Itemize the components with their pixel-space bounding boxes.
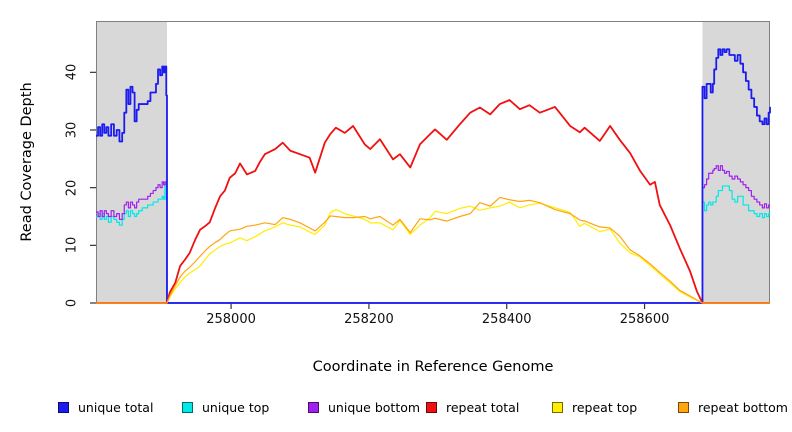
legend-label: unique top [202,400,270,415]
legend-item: repeat bottom [678,400,788,415]
x-tick-label: 258000 [206,312,256,327]
legend-label: unique total [78,400,154,415]
series-unique-total [96,48,771,304]
shaded-region [96,21,167,303]
y-tick-label: 10 [64,237,80,254]
x-axis-title: Coordinate in Reference Genome [312,359,554,375]
legend-item: unique bottom [308,400,420,415]
legend-swatch-icon [308,402,319,413]
legend-swatch-icon [182,402,193,413]
legend-label: repeat bottom [698,400,788,415]
legend-item: repeat top [552,400,637,415]
legend-label: repeat total [446,400,520,415]
legend-label: unique bottom [328,400,421,415]
y-tick-label: 20 [64,179,80,196]
legend-swatch-icon [58,402,69,413]
series-repeat-bottom [96,196,770,304]
legend-item: unique top [182,400,269,415]
shaded-region [702,21,770,303]
x-tick-label: 258400 [481,312,532,327]
series-unique-top [96,184,770,304]
y-axis-title: Read Coverage Depth [19,82,35,242]
legend-swatch-icon [426,402,437,413]
y-tick-label: 30 [64,121,80,139]
series-repeat-total [96,99,770,304]
legend-item: unique total [58,400,153,415]
legend-label: repeat top [572,400,638,415]
x-tick-label: 258600 [619,312,670,327]
y-tick-label: 0 [64,298,80,308]
y-tick-label: 40 [64,64,80,81]
series-repeat-top [96,201,770,304]
x-tick-label: 258200 [344,312,394,327]
legend-item: repeat total [426,400,519,415]
legend-swatch-icon [552,402,563,413]
plot-box [96,21,770,303]
legend-swatch-icon [678,402,689,413]
